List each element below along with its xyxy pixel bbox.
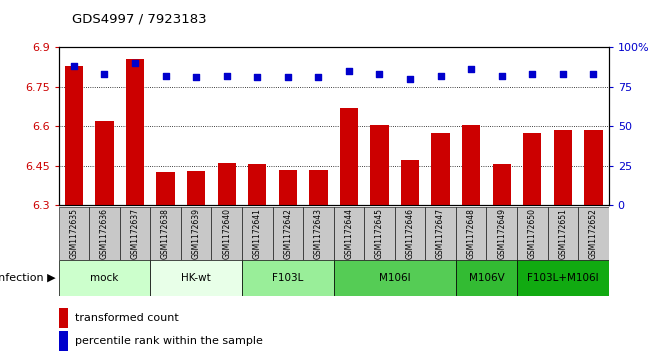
Point	[527, 71, 538, 77]
Text: GSM1172645: GSM1172645	[375, 208, 384, 260]
Bar	[242, 207, 273, 260]
Bar	[547, 207, 578, 260]
Point	[130, 60, 140, 66]
Bar	[212, 207, 242, 260]
Point	[252, 74, 262, 80]
Text: GSM1172643: GSM1172643	[314, 208, 323, 260]
Point	[405, 76, 415, 82]
Bar	[401, 160, 419, 205]
Text: GSM1172648: GSM1172648	[467, 208, 476, 260]
Point	[374, 71, 385, 77]
Point	[558, 71, 568, 77]
Bar	[59, 309, 68, 328]
Point	[436, 73, 446, 78]
Point	[313, 74, 324, 80]
Bar	[309, 170, 327, 205]
Bar	[273, 207, 303, 260]
Bar	[364, 207, 395, 260]
Text: GSM1172640: GSM1172640	[222, 208, 231, 260]
Point	[221, 73, 232, 78]
Text: GSM1172651: GSM1172651	[559, 208, 567, 260]
Bar	[517, 207, 547, 260]
Bar	[242, 260, 334, 296]
Text: GSM1172641: GSM1172641	[253, 208, 262, 260]
Bar	[493, 164, 511, 205]
Bar	[248, 164, 266, 205]
Text: GSM1172636: GSM1172636	[100, 208, 109, 260]
Bar	[120, 207, 150, 260]
Bar	[334, 260, 456, 296]
Text: mock: mock	[90, 273, 118, 283]
Text: GSM1172638: GSM1172638	[161, 208, 170, 260]
Bar	[217, 163, 236, 205]
Point	[191, 74, 201, 80]
Bar	[187, 171, 205, 205]
Text: GSM1172635: GSM1172635	[70, 208, 78, 260]
Bar	[150, 207, 181, 260]
Text: GDS4997 / 7923183: GDS4997 / 7923183	[72, 12, 206, 25]
Point	[497, 73, 507, 78]
Bar	[156, 172, 174, 205]
Text: GSM1172642: GSM1172642	[283, 208, 292, 260]
Text: percentile rank within the sample: percentile rank within the sample	[75, 336, 263, 346]
Bar	[59, 331, 68, 351]
Bar	[303, 207, 334, 260]
Bar	[462, 125, 480, 205]
Text: GSM1172647: GSM1172647	[436, 208, 445, 260]
Bar	[584, 130, 603, 205]
Point	[68, 63, 79, 69]
Bar	[59, 260, 150, 296]
Point	[344, 68, 354, 74]
Text: GSM1172650: GSM1172650	[528, 208, 537, 260]
Bar	[279, 170, 297, 205]
Bar	[395, 207, 425, 260]
Text: GSM1172644: GSM1172644	[344, 208, 353, 260]
Point	[99, 71, 109, 77]
Text: GSM1172639: GSM1172639	[191, 208, 201, 260]
Point	[160, 73, 171, 78]
Text: M106V: M106V	[469, 273, 505, 283]
Bar	[340, 108, 358, 205]
Text: F103L+M106I: F103L+M106I	[527, 273, 599, 283]
Bar	[578, 207, 609, 260]
Bar	[456, 207, 486, 260]
Bar	[370, 125, 389, 205]
Bar	[95, 121, 114, 205]
Bar	[432, 133, 450, 205]
Text: F103L: F103L	[272, 273, 303, 283]
Text: GSM1172637: GSM1172637	[130, 208, 139, 260]
Bar	[64, 66, 83, 205]
Bar	[523, 133, 542, 205]
Text: GSM1172652: GSM1172652	[589, 208, 598, 260]
Bar	[425, 207, 456, 260]
Text: GSM1172649: GSM1172649	[497, 208, 506, 260]
Bar	[486, 207, 517, 260]
Text: GSM1172646: GSM1172646	[406, 208, 415, 260]
Bar	[150, 260, 242, 296]
Point	[466, 66, 477, 72]
Bar	[517, 260, 609, 296]
Bar	[89, 207, 120, 260]
Text: M106I: M106I	[379, 273, 411, 283]
Bar	[456, 260, 517, 296]
Text: HK-wt: HK-wt	[181, 273, 211, 283]
Bar	[181, 207, 212, 260]
Bar	[59, 207, 89, 260]
Bar	[553, 130, 572, 205]
Text: transformed count: transformed count	[75, 313, 179, 323]
Text: infection ▶: infection ▶	[0, 273, 55, 283]
Point	[283, 74, 293, 80]
Point	[589, 71, 599, 77]
Bar	[334, 207, 364, 260]
Bar	[126, 59, 144, 205]
